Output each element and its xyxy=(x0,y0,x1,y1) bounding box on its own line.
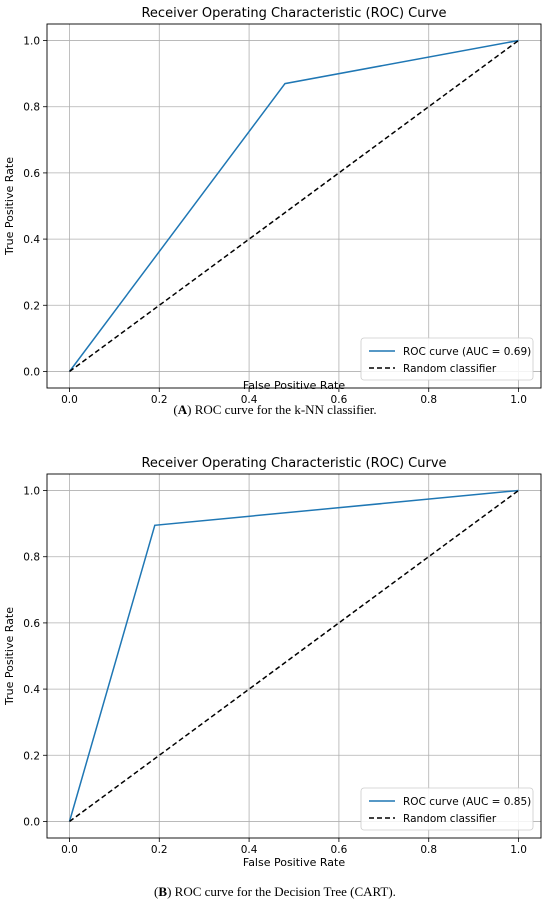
legend: ROC curve (AUC = 0.69) Random classifier xyxy=(360,337,534,381)
legend-label: ROC curve (AUC = 0.69) xyxy=(403,346,531,358)
x-tick-label: 0.8 xyxy=(420,844,437,856)
x-tick-label: 0.4 xyxy=(241,844,258,856)
plot-frame xyxy=(46,473,542,839)
plot-frame xyxy=(46,23,542,389)
x-tick-label: 0.0 xyxy=(61,394,78,406)
x-tick-label: 0.2 xyxy=(151,844,168,856)
y-tick-label: 1.0 xyxy=(23,486,40,498)
legend-label: Random classifier xyxy=(403,363,497,375)
legend-label: Random classifier xyxy=(403,813,497,825)
y-axis-label: True Positive Rate xyxy=(3,607,16,706)
caption-a-letter: A xyxy=(177,402,188,417)
y-tick-label: 0.0 xyxy=(23,366,40,378)
legend: ROC curve (AUC = 0.85) Random classifier xyxy=(360,787,534,831)
chart-title: Receiver Operating Characteristic (ROC) … xyxy=(141,6,446,21)
y-tick-label: 1.0 xyxy=(23,36,40,48)
caption-a: (A) ROC curve for the k-NN classifier. xyxy=(173,402,377,417)
chart-title: Receiver Operating Characteristic (ROC) … xyxy=(141,456,446,471)
caption-b-text: ROC curve for the Decision Tree (CART). xyxy=(174,884,396,899)
y-tick-label: 0.8 xyxy=(23,102,40,114)
y-tick-label: 0.6 xyxy=(23,618,40,630)
y-tick-label: 0.8 xyxy=(23,552,40,564)
x-axis-label: False Positive Rate xyxy=(243,379,345,392)
y-tick-label: 0.0 xyxy=(23,816,40,828)
roc-curve-line xyxy=(68,39,519,372)
caption-a-text: ROC curve for the k-NN classifier. xyxy=(194,402,377,417)
x-axis-label: False Positive Rate xyxy=(243,856,345,869)
chart-2: Receiver Operating Characteristic (ROC) … xyxy=(3,456,542,869)
x-tick-label: 0.6 xyxy=(331,394,348,406)
random-classifier-line xyxy=(69,39,519,373)
x-tick-label: 0.6 xyxy=(331,844,348,856)
chart-1: Receiver Operating Characteristic (ROC) … xyxy=(3,6,542,406)
y-tick-label: 0.2 xyxy=(23,750,40,762)
legend-box xyxy=(360,337,534,381)
legend-label: ROC curve (AUC = 0.85) xyxy=(403,796,531,808)
x-tick-label: 1.0 xyxy=(510,844,527,856)
random-classifier-line xyxy=(69,489,519,823)
x-tick-label: 0.2 xyxy=(151,394,168,406)
x-tick-label: 1.0 xyxy=(510,394,527,406)
roc-curve-line xyxy=(68,489,519,822)
caption-b-letter: B xyxy=(158,884,168,899)
x-tick-label: 0.0 xyxy=(61,844,78,856)
x-tick-label: 0.8 xyxy=(420,394,437,406)
legend-box xyxy=(360,787,534,831)
y-tick-label: 0.2 xyxy=(23,300,40,312)
y-tick-label: 0.6 xyxy=(23,168,40,180)
y-tick-label: 0.4 xyxy=(23,234,40,246)
caption-b: (B) ROC curve for the Decision Tree (CAR… xyxy=(154,884,396,899)
y-axis-label: True Positive Rate xyxy=(3,157,16,256)
y-tick-label: 0.4 xyxy=(23,684,40,696)
x-tick-label: 0.4 xyxy=(241,394,258,406)
